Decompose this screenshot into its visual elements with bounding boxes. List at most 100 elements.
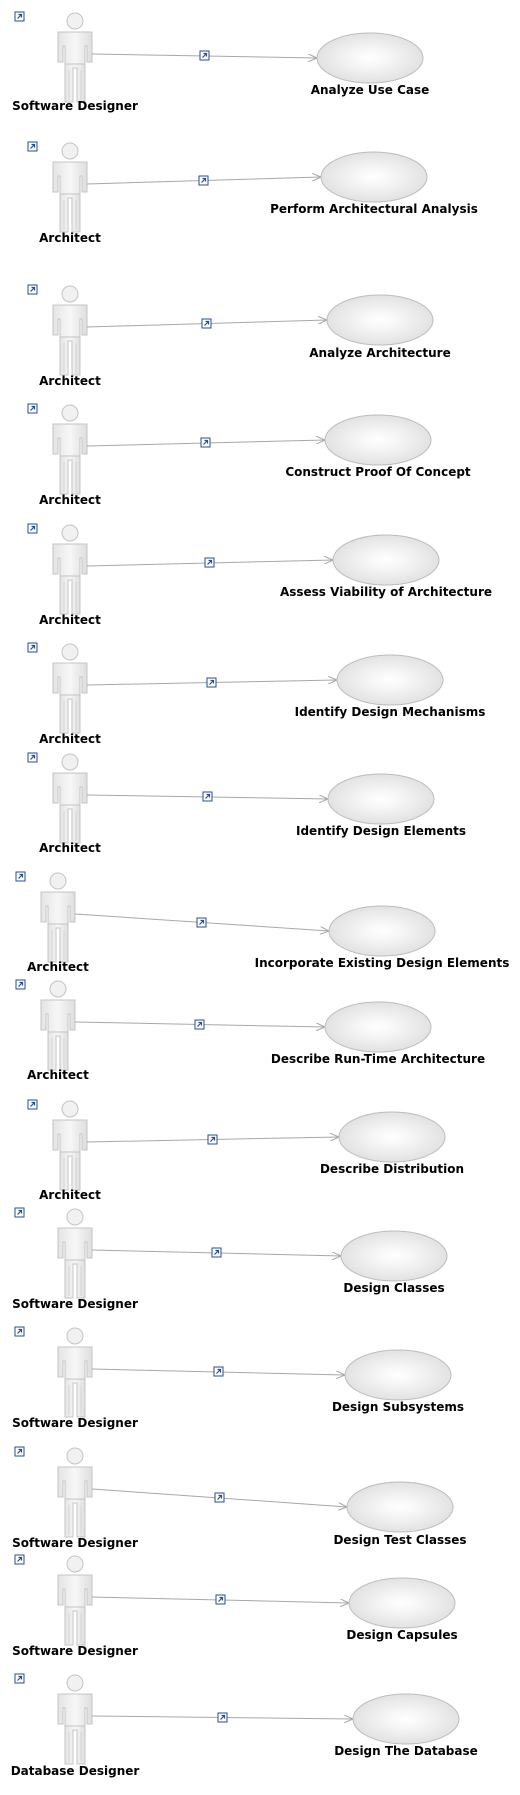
- actor-label: Software Designer: [12, 1416, 138, 1430]
- actor-icon[interactable]: [57, 1447, 93, 1538]
- shortcut-arrow-icon: [14, 1207, 25, 1218]
- shortcut-arrow-icon: [204, 557, 215, 568]
- diagram-row: Architect Incorporate Existing Design Ele…: [15, 871, 510, 974]
- use-case-label: Design The Database: [334, 1744, 478, 1758]
- actor-label: Architect: [39, 1188, 101, 1202]
- diagram-row: Software Designer Design Capsules: [12, 1554, 458, 1658]
- actor-icon[interactable]: [52, 524, 88, 615]
- shortcut-arrow-icon: [27, 752, 38, 763]
- shortcut-arrow-icon: [15, 871, 26, 882]
- diagram-row: Software Designer Design Test Classes: [12, 1446, 467, 1550]
- diagram-row: Database Designer Design The Database: [11, 1673, 478, 1778]
- shortcut-arrow-icon: [200, 437, 211, 448]
- actor-icon[interactable]: [57, 12, 93, 103]
- shortcut-arrow-icon: [206, 677, 217, 688]
- actor-icon[interactable]: [57, 1555, 93, 1646]
- actor-label: Architect: [39, 841, 101, 855]
- shortcut-arrow-icon: [217, 1712, 228, 1723]
- actor-label: Architect: [27, 1068, 89, 1082]
- shortcut-arrow-icon: [199, 50, 210, 61]
- shortcut-arrow-icon: [201, 318, 212, 329]
- actor-icon[interactable]: [52, 643, 88, 734]
- actor-label: Architect: [39, 374, 101, 388]
- use-case-ellipse[interactable]: [316, 32, 424, 84]
- actor-label: Architect: [39, 613, 101, 627]
- use-case-ellipse[interactable]: [324, 414, 432, 466]
- shortcut-arrow-icon: [194, 1019, 205, 1030]
- actor-icon[interactable]: [52, 142, 88, 233]
- use-case-ellipse[interactable]: [352, 1693, 460, 1745]
- actor-label: Software Designer: [12, 1536, 138, 1550]
- use-case-ellipse[interactable]: [327, 773, 435, 825]
- shortcut-arrow-icon: [27, 284, 38, 295]
- diagram-row: Architect Identify Design Elements: [27, 752, 466, 855]
- actor-icon[interactable]: [40, 872, 76, 963]
- shortcut-arrow-icon: [213, 1366, 224, 1377]
- shortcut-arrow-icon: [27, 642, 38, 653]
- shortcut-arrow-icon: [14, 1554, 25, 1565]
- use-case-label: Analyze Use Case: [311, 83, 430, 97]
- use-case-label: Identify Design Elements: [296, 824, 466, 838]
- shortcut-arrow-icon: [14, 1446, 25, 1457]
- use-case-ellipse[interactable]: [338, 1111, 446, 1163]
- actor-icon[interactable]: [52, 404, 88, 495]
- shortcut-arrow-icon: [214, 1492, 225, 1503]
- shortcut-arrow-icon: [211, 1247, 222, 1258]
- actor-label: Software Designer: [12, 1297, 138, 1311]
- use-case-label: Incorporate Existing Design Elements: [255, 956, 510, 970]
- actor-label: Architect: [39, 493, 101, 507]
- shortcut-arrow-icon: [15, 979, 26, 990]
- use-case-ellipse[interactable]: [348, 1577, 456, 1629]
- actor-label: Software Designer: [12, 99, 138, 113]
- actor-icon[interactable]: [52, 1100, 88, 1191]
- actor-label: Database Designer: [11, 1764, 140, 1778]
- actor-label: Software Designer: [12, 1644, 138, 1658]
- use-case-label: Describe Distribution: [320, 1162, 464, 1176]
- diagram-row: Architect Describe Distribution: [27, 1099, 464, 1202]
- shortcut-arrow-icon: [14, 1673, 25, 1684]
- diagram-row: Architect Describe Run-Time Architecture: [15, 979, 485, 1082]
- use-case-ellipse[interactable]: [344, 1349, 452, 1401]
- shortcut-arrow-icon: [202, 791, 213, 802]
- use-case-label: Construct Proof Of Concept: [285, 465, 471, 479]
- shortcut-arrow-icon: [27, 1099, 38, 1110]
- use-case-label: Design Subsystems: [332, 1400, 464, 1414]
- use-case-ellipse[interactable]: [340, 1230, 448, 1282]
- diagram-row: Architect Assess Viability of Architectur…: [27, 523, 492, 627]
- shortcut-arrow-icon: [198, 175, 209, 186]
- use-case-ellipse[interactable]: [320, 151, 428, 203]
- actor-icon[interactable]: [57, 1208, 93, 1299]
- diagram-row: Architect Construct Proof Of Concept: [27, 403, 471, 507]
- use-case-label: Design Classes: [343, 1281, 444, 1295]
- use-case-label: Design Capsules: [346, 1628, 457, 1642]
- actor-icon[interactable]: [40, 980, 76, 1071]
- shortcut-arrow-icon: [27, 141, 38, 152]
- diagram-row: Software Designer Design Classes: [12, 1207, 448, 1311]
- shortcut-arrow-icon: [14, 11, 25, 22]
- shortcut-arrow-icon: [27, 523, 38, 534]
- actor-icon[interactable]: [52, 285, 88, 376]
- use-case-label: Design Test Classes: [333, 1533, 466, 1547]
- actor-icon[interactable]: [57, 1327, 93, 1418]
- use-case-label: Assess Viability of Architecture: [280, 585, 492, 599]
- actor-icon[interactable]: [52, 753, 88, 844]
- use-case-ellipse[interactable]: [328, 905, 436, 957]
- actor-label: Architect: [39, 732, 101, 746]
- use-case-ellipse[interactable]: [324, 1001, 432, 1053]
- shortcut-arrow-icon: [27, 403, 38, 414]
- diagram-row: Architect Analyze Architecture: [27, 284, 451, 388]
- diagram-row: Architect Identify Design Mechanisms: [27, 642, 486, 746]
- use-case-label: Analyze Architecture: [309, 346, 450, 360]
- shortcut-arrow-icon: [14, 1326, 25, 1337]
- diagram-row: Software Designer Analyze Use Case: [12, 11, 430, 113]
- actor-icon[interactable]: [57, 1674, 93, 1765]
- use-case-ellipse[interactable]: [332, 534, 440, 586]
- use-case-ellipse[interactable]: [346, 1481, 454, 1533]
- actor-label: Architect: [39, 231, 101, 245]
- use-case-ellipse[interactable]: [336, 654, 444, 706]
- use-case-ellipse[interactable]: [326, 294, 434, 346]
- use-case-label: Identify Design Mechanisms: [295, 705, 486, 719]
- actor-label: Architect: [27, 960, 89, 974]
- shortcut-arrow-icon: [196, 917, 207, 928]
